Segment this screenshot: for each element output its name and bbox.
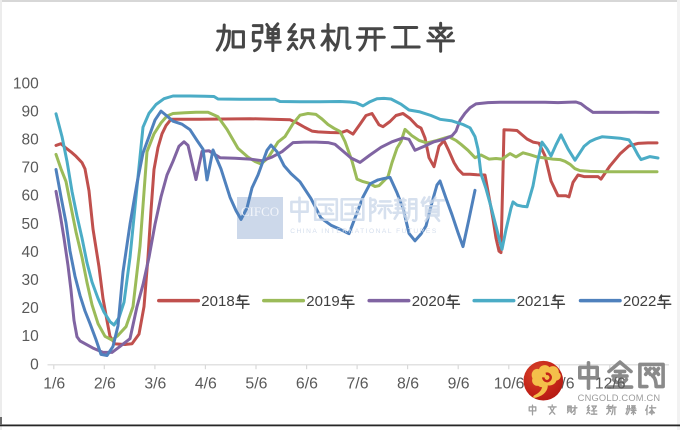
- svg-text:7/6: 7/6: [347, 376, 369, 393]
- svg-text:2/6: 2/6: [94, 376, 116, 393]
- svg-text:80: 80: [22, 132, 40, 149]
- svg-text:5/6: 5/6: [245, 376, 267, 393]
- svg-text:4/6: 4/6: [195, 376, 217, 393]
- svg-text:10: 10: [22, 328, 40, 345]
- svg-text:2022: 2022: [623, 293, 656, 310]
- svg-text:9/6: 9/6: [448, 376, 470, 393]
- svg-text:CIFCO: CIFCO: [241, 204, 279, 219]
- svg-text:1/6: 1/6: [43, 376, 65, 393]
- svg-text:100: 100: [13, 75, 39, 92]
- svg-text:0: 0: [30, 356, 39, 373]
- svg-text:3/6: 3/6: [144, 376, 166, 393]
- svg-text:2018: 2018: [201, 293, 234, 310]
- svg-text:20: 20: [22, 300, 40, 317]
- svg-text:8/6: 8/6: [397, 376, 419, 393]
- svg-text:10/6: 10/6: [494, 376, 525, 393]
- svg-text:30: 30: [22, 272, 40, 289]
- svg-text:CHINA INTERNATIONAL FUTURES: CHINA INTERNATIONAL FUTURES: [290, 228, 437, 235]
- svg-text:70: 70: [22, 160, 40, 177]
- svg-text:50: 50: [22, 216, 40, 233]
- svg-text:2021: 2021: [517, 293, 550, 310]
- svg-text:40: 40: [22, 244, 40, 261]
- svg-text:2019: 2019: [306, 293, 339, 310]
- svg-text:2020: 2020: [412, 293, 445, 310]
- svg-text:60: 60: [22, 188, 40, 205]
- svg-text:6/6: 6/6: [296, 376, 318, 393]
- svg-text:90: 90: [22, 103, 40, 120]
- svg-text:12/6: 12/6: [595, 376, 626, 393]
- svg-text:CNGOLD.COM.CN: CNGOLD.COM.CN: [578, 393, 661, 403]
